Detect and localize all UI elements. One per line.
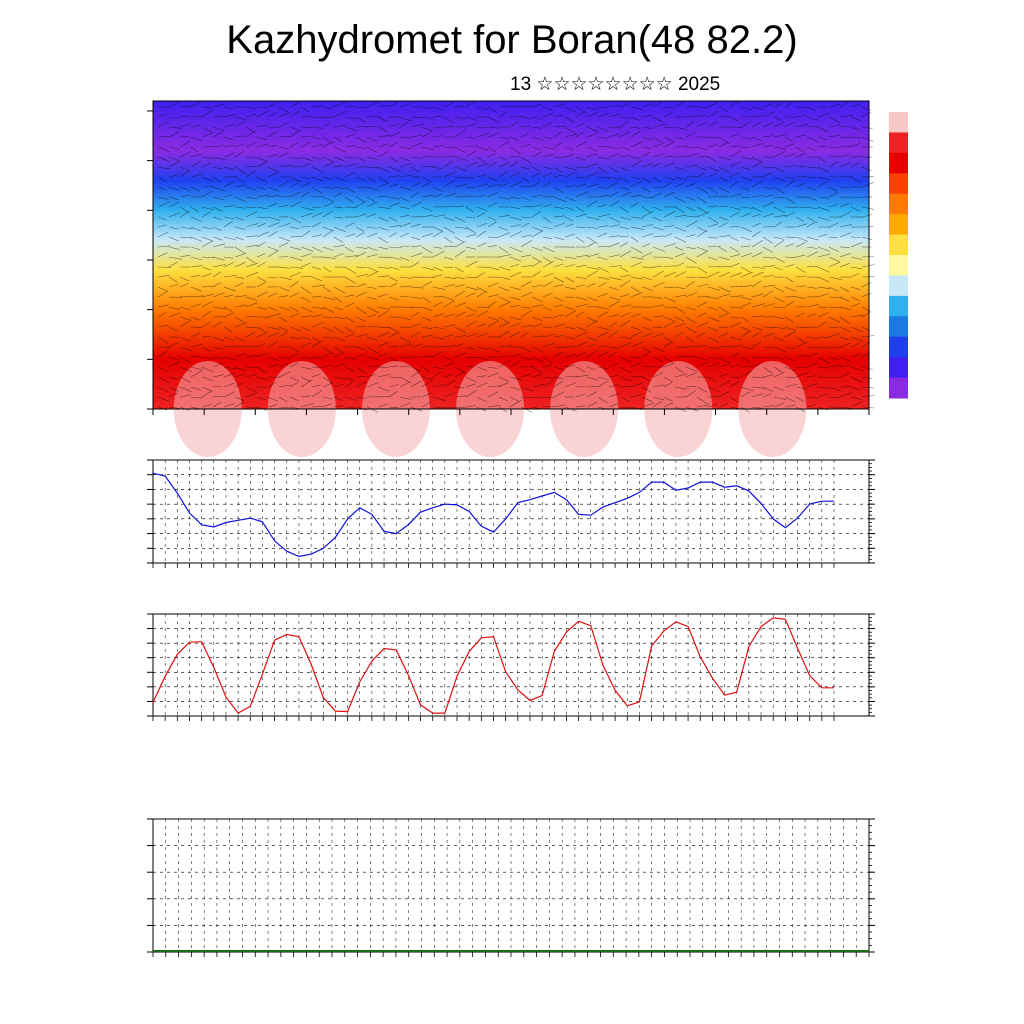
colorbar-segment xyxy=(889,214,908,236)
colorbar-segment xyxy=(889,234,908,256)
chart-subtitle: 13 ☆☆☆☆☆☆☆☆ 2025 xyxy=(510,74,721,95)
colorbar-segment xyxy=(889,132,908,154)
pmsl-series-line xyxy=(152,472,834,558)
colorbar-segment xyxy=(889,112,908,133)
colorbar-segment xyxy=(889,173,908,195)
colorbar-segment xyxy=(889,255,908,276)
colorbar-segment xyxy=(889,377,908,399)
colorbar-segment xyxy=(889,275,908,297)
wind-vectors xyxy=(157,100,875,413)
chart-title: Kazhydromet for Boran(48 82.2) xyxy=(226,18,798,62)
colorbar-segment xyxy=(889,152,908,174)
colorbar-segment xyxy=(889,193,908,215)
heatmap-field xyxy=(153,101,869,409)
colorbar-segment xyxy=(889,295,908,317)
colorbar-segment xyxy=(889,336,908,358)
temp-series-line xyxy=(152,617,834,714)
panel-frame-2 xyxy=(152,613,870,717)
colorbar-segment xyxy=(889,357,908,379)
colorbar-segment xyxy=(889,316,908,338)
